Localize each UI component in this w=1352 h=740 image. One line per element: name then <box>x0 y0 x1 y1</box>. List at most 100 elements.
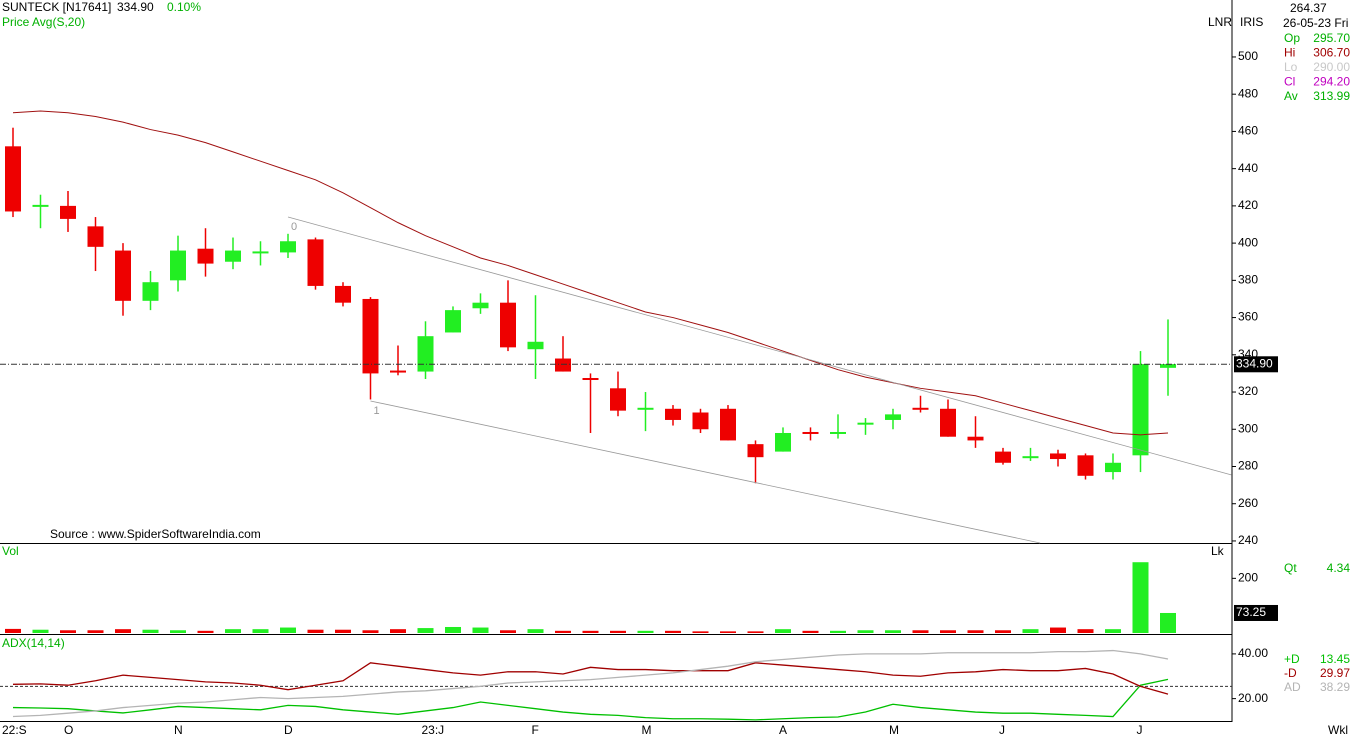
candle-body <box>857 422 874 425</box>
trendline <box>287 216 1232 476</box>
candle-body <box>582 378 599 381</box>
volume-label: Vol <box>2 544 19 558</box>
candle-body <box>555 358 571 372</box>
last-price-label: 334.90 <box>1236 356 1273 370</box>
info-value: 295.70 <box>1313 31 1350 45</box>
info-value: 313.99 <box>1313 89 1350 103</box>
volume-bar <box>417 628 434 633</box>
volume-bar <box>60 630 76 633</box>
volume-bar <box>1105 629 1121 633</box>
axis-mode: LNR <box>1208 15 1232 29</box>
info-top: 264.37 <box>1290 1 1327 15</box>
candle-body <box>1077 455 1094 476</box>
legend-name: -D <box>1284 666 1297 680</box>
volume-bar <box>280 627 296 633</box>
candle-body <box>390 370 406 373</box>
info-date: 26-05-23 Fri <box>1283 16 1348 30</box>
volume-bar <box>5 628 21 633</box>
volume-bar <box>390 629 406 633</box>
candle-body <box>995 451 1011 463</box>
volume-bar <box>1132 562 1149 633</box>
info-value: 306.70 <box>1313 46 1350 60</box>
legend-value: 13.45 <box>1320 652 1350 666</box>
candle-body <box>280 241 296 253</box>
volume-bar <box>940 630 956 633</box>
candle-body <box>1022 456 1039 459</box>
volume-bar <box>995 630 1011 633</box>
volume-bar <box>637 630 654 633</box>
y-tick-label: 420 <box>1238 198 1258 212</box>
volume-bar <box>610 630 626 633</box>
y-tick-label: 460 <box>1238 124 1258 138</box>
legend-name: AD <box>1284 680 1301 694</box>
x-tick-label: J <box>1137 723 1143 737</box>
legend-value: 38.29 <box>1320 680 1350 694</box>
legend-value: 29.97 <box>1320 666 1350 680</box>
volume-bar <box>1022 629 1039 633</box>
y-tick-label: 40.00 <box>1238 646 1268 660</box>
volume-bar <box>307 629 324 633</box>
x-tick-label: D <box>284 723 293 737</box>
candle-body <box>142 282 159 301</box>
candle-body <box>115 250 131 301</box>
y-tick-label: 360 <box>1238 310 1258 324</box>
y-tick-label: 240 <box>1238 533 1258 547</box>
candle-body <box>225 250 241 262</box>
qt-label: Qt <box>1284 561 1297 575</box>
candle-body <box>197 248 214 264</box>
volume-unit: Lk <box>1211 544 1225 558</box>
candle-body <box>1160 364 1176 368</box>
y-tick-label: 300 <box>1238 421 1258 435</box>
volume-bar <box>775 629 791 633</box>
ma-legend: Price Avg(S,20) <box>2 15 85 29</box>
period: Wkl <box>1328 723 1348 737</box>
volume-bar <box>472 627 489 633</box>
candle-body <box>967 436 984 441</box>
candle-body <box>527 341 544 350</box>
candle-body <box>692 412 709 430</box>
candle-body <box>362 298 379 374</box>
info-value: 290.00 <box>1313 60 1350 74</box>
candle-body <box>445 310 461 333</box>
x-tick-label: 22:S <box>2 723 27 737</box>
volume-bar <box>747 631 764 633</box>
candle-body <box>665 408 681 420</box>
y-tick-label: 320 <box>1238 384 1258 398</box>
info-label: Op <box>1284 31 1300 45</box>
volume-bar <box>87 630 104 633</box>
trendline-label: 1 <box>374 405 380 417</box>
candle-body <box>472 302 489 309</box>
volume-bar <box>582 630 599 633</box>
candle-body <box>802 431 819 434</box>
candle-body <box>775 432 791 452</box>
candle-body <box>610 388 626 411</box>
y-tick-label: 380 <box>1238 273 1258 287</box>
candle-body <box>170 250 186 281</box>
candle-body <box>747 444 764 458</box>
last-price-box <box>1234 356 1278 373</box>
candle-body <box>830 431 846 434</box>
candle-body <box>5 146 21 212</box>
y-tick-label: 260 <box>1238 496 1258 510</box>
volume-bar <box>170 630 186 633</box>
candle-body <box>252 251 269 254</box>
x-tick-label: N <box>174 723 183 737</box>
candle-body <box>912 407 929 410</box>
y-tick-label: 480 <box>1238 86 1258 100</box>
y-tick-label: 500 <box>1238 49 1258 63</box>
adx-label: ADX(14,14) <box>2 636 65 650</box>
x-tick-label: O <box>64 723 73 737</box>
candle-body <box>307 239 324 286</box>
symbol: SUNTECK [N17641] <box>2 0 111 14</box>
axis-mode2: IRIS <box>1240 15 1263 29</box>
volume-bar <box>830 630 846 633</box>
moving-average <box>12 110 1169 436</box>
x-tick-label: 23:J <box>422 723 445 737</box>
volume-last-label: 73.25 <box>1236 605 1266 619</box>
indicator-line <box>12 649 1169 718</box>
volume-bar <box>527 629 544 633</box>
y-tick-label: 400 <box>1238 235 1258 249</box>
candle-body <box>720 408 736 441</box>
y-tick-label: 200 <box>1238 571 1258 585</box>
